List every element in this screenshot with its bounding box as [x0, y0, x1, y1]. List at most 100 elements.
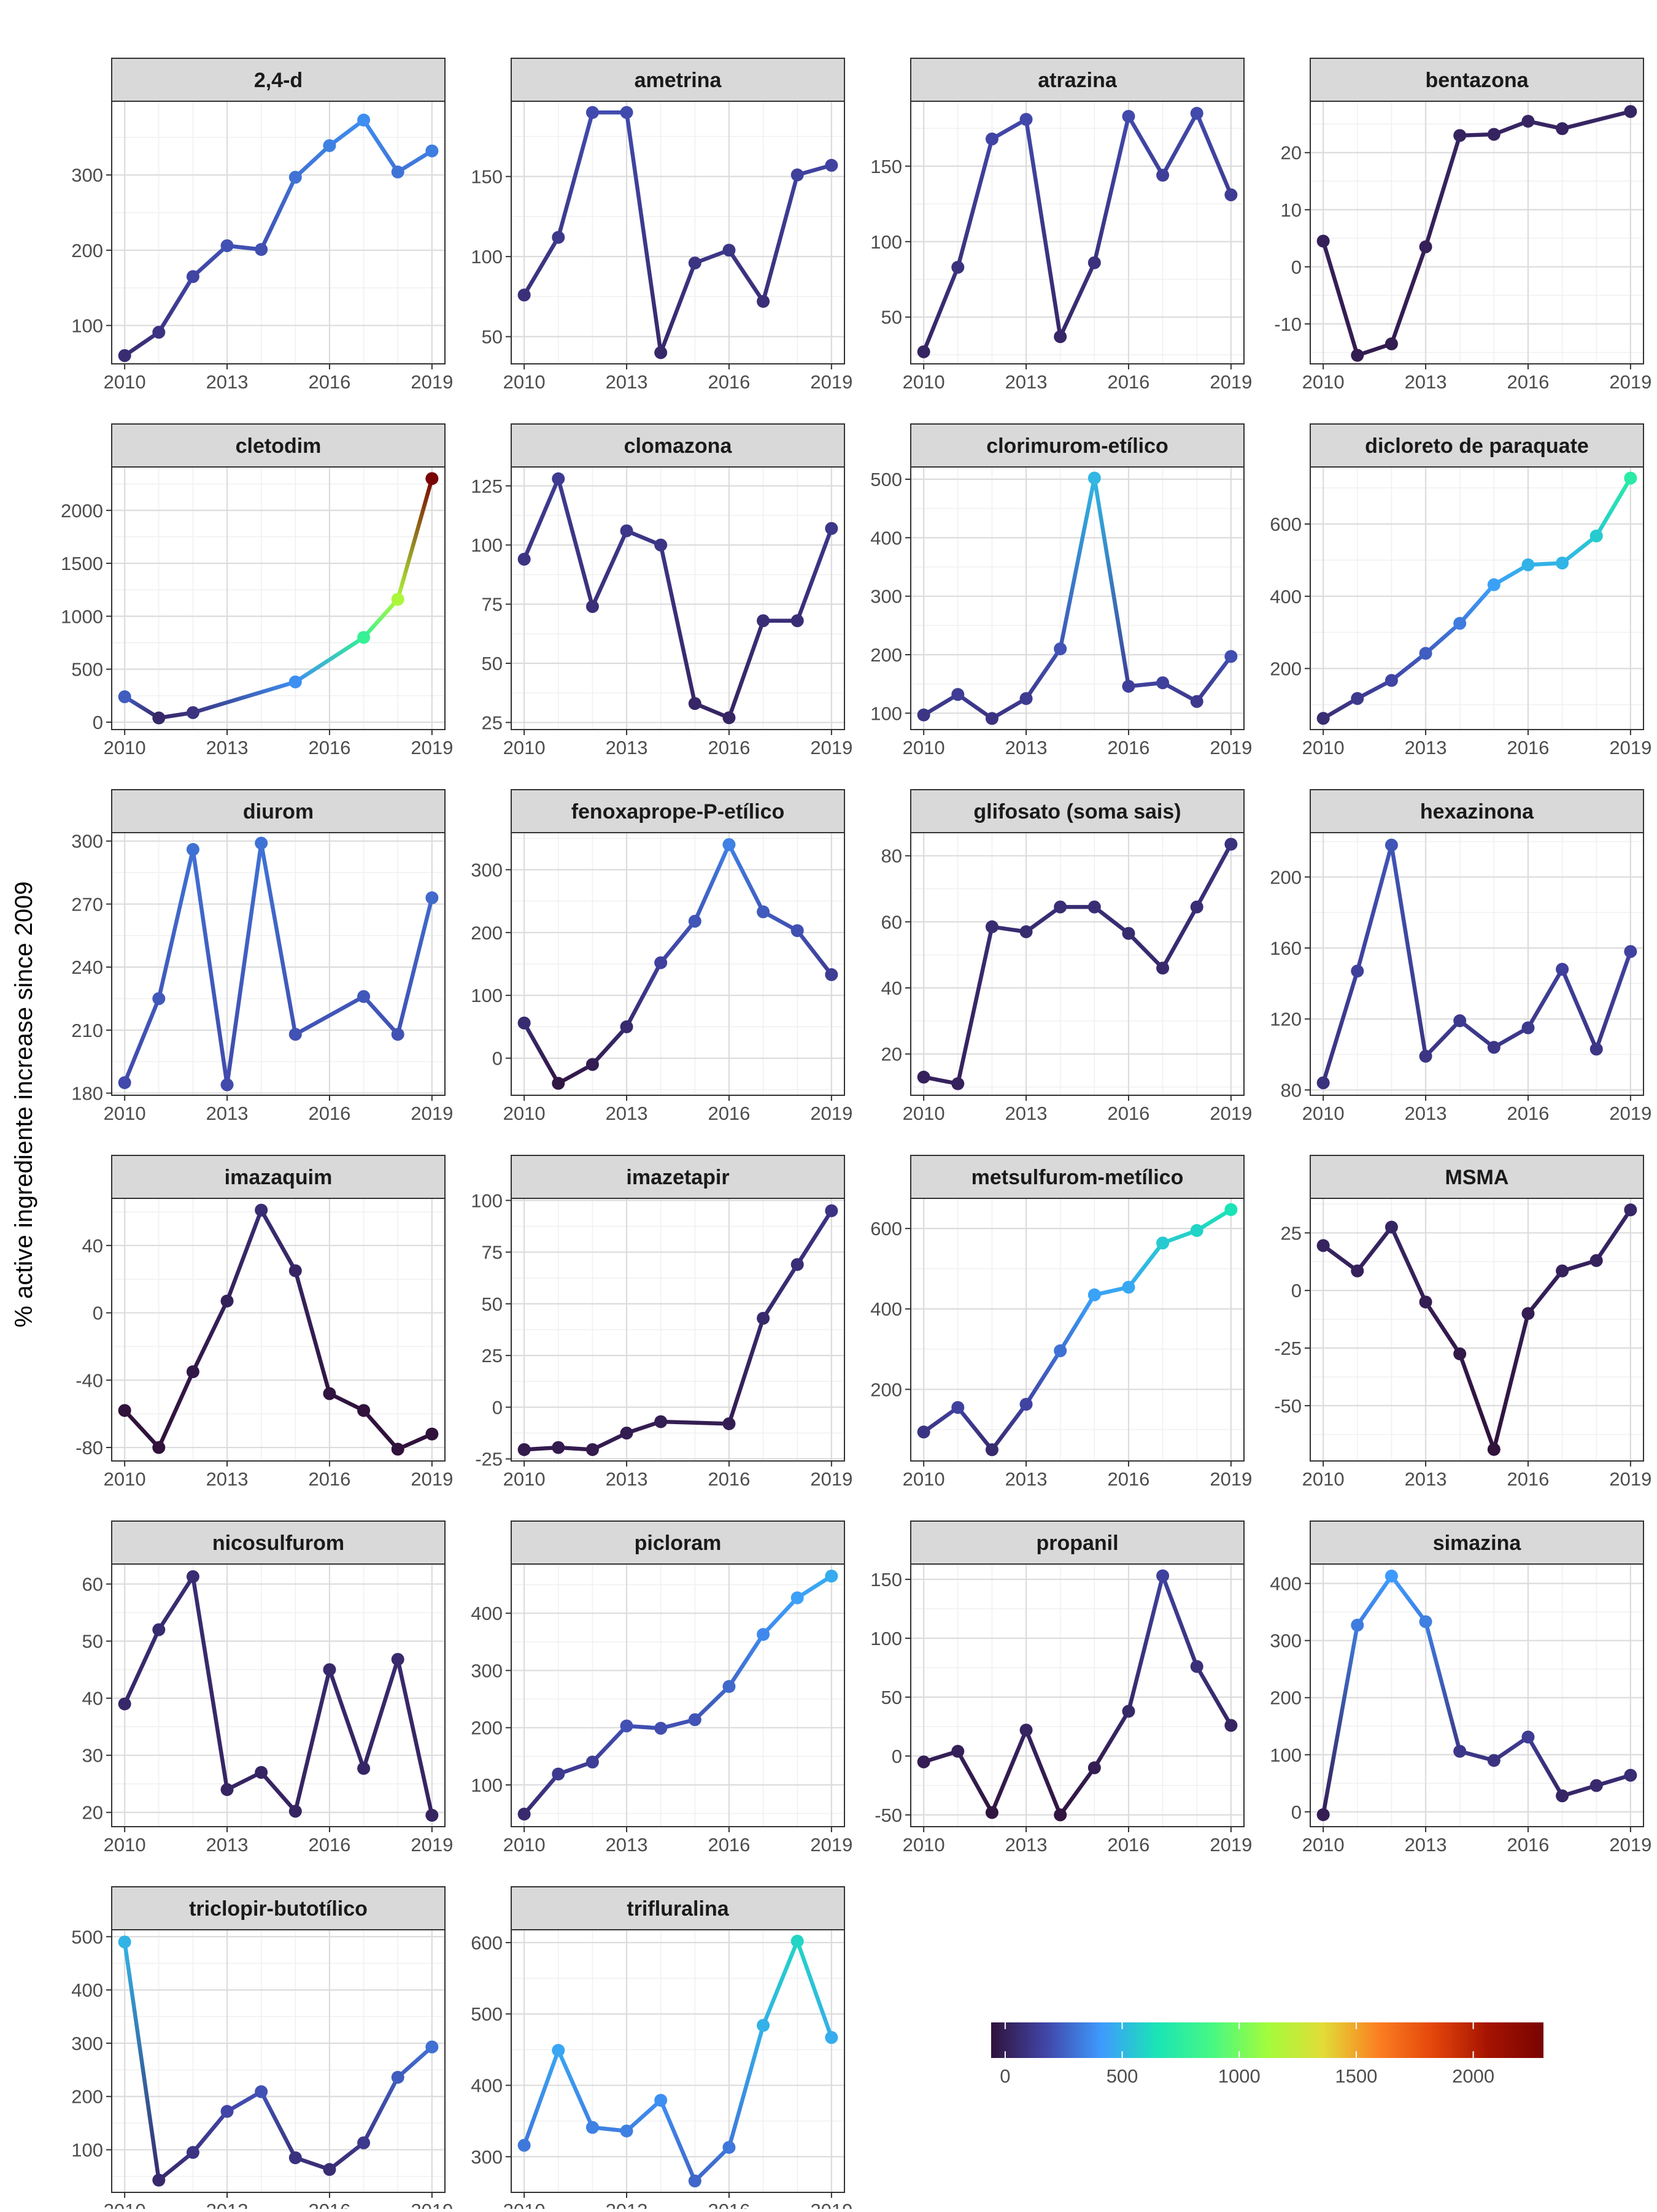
series-line-segment: [1526, 967, 1564, 1030]
data-point: [1419, 1615, 1432, 1628]
x-tick-label: 2019: [411, 2200, 453, 2209]
x-tick-label: 2013: [606, 371, 648, 393]
series-line-segment: [1194, 1208, 1234, 1233]
x-tick-label: 2016: [1507, 737, 1549, 758]
series-line-segment: [522, 477, 561, 561]
series-line-segment: [293, 994, 366, 1036]
panel-strip: [511, 58, 845, 102]
panel-border: [111, 1198, 446, 1462]
panel-border: [511, 101, 845, 364]
data-point: [654, 346, 668, 360]
data-point: [118, 690, 131, 703]
series-line-segment: [122, 330, 161, 358]
series-line-segment: [1458, 1352, 1496, 1452]
data-point: [985, 712, 998, 725]
y-tick-label: 40: [881, 977, 902, 999]
data-point: [118, 1935, 131, 1949]
x-tick-label: 2013: [206, 1468, 249, 1490]
data-point: [722, 2141, 736, 2154]
x-tick-label: 2013: [1005, 1834, 1048, 1856]
series-line-segment: [1458, 1019, 1496, 1050]
panel-background: [911, 833, 1244, 1095]
y-tick-label: 300: [471, 1660, 503, 1681]
y-tick-label: 500: [71, 1926, 103, 1948]
series-line-segment: [156, 1574, 195, 1632]
data-point: [1624, 471, 1637, 485]
series-line-segment: [990, 696, 1029, 721]
series-line-segment: [956, 925, 994, 1086]
panel: MSMA -50 -25 0 25 2010 2013 2016 2019: [1274, 1155, 1651, 1490]
series-line-segment: [1092, 476, 1131, 688]
y-tick-label: 0: [93, 1303, 103, 1324]
panel-title: atrazina: [1038, 69, 1118, 92]
data-point: [1521, 1730, 1535, 1744]
x-tick-label: 2019: [810, 1103, 852, 1124]
panel-background: [911, 101, 1244, 364]
y-tick-label: 10: [1281, 199, 1302, 221]
series-line-segment: [191, 244, 230, 279]
panel-title: nicosulfurom: [212, 1532, 344, 1555]
panel-border: [111, 1929, 446, 2193]
y-tick-label: 500: [471, 2003, 503, 2025]
series-line-segment: [624, 2098, 663, 2133]
x-tick-label: 2010: [1302, 1103, 1345, 1124]
data-point: [186, 1570, 199, 1583]
data-point: [825, 1570, 838, 1583]
data-point: [1156, 961, 1170, 975]
series-line-segment: [361, 2075, 400, 2145]
data-point: [951, 261, 965, 274]
y-tick-label: 20: [82, 1802, 103, 1824]
data-point: [585, 599, 599, 613]
x-tick-label: 2019: [411, 1468, 453, 1490]
y-tick-label: 240: [71, 957, 103, 978]
x-tick-label: 2016: [708, 1103, 750, 1124]
series-line-segment: [1526, 1735, 1564, 1798]
data-point: [654, 956, 668, 969]
series-line-segment: [921, 1405, 960, 1435]
x-tick-label: 2013: [206, 737, 249, 758]
series-line-segment: [156, 2150, 195, 2183]
series-line-segment: [1058, 260, 1097, 339]
data-point: [825, 1204, 838, 1217]
series-line-segment: [225, 2089, 263, 2114]
data-point: [722, 1680, 736, 1694]
series-line-segment: [590, 1724, 629, 1764]
data-point: [1419, 647, 1432, 660]
data-point: [757, 2019, 770, 2032]
data-point: [1556, 1264, 1569, 1277]
series-line-segment: [659, 261, 697, 355]
panel: clorimurom-etílico 100 200 300 400 500 2010 201…: [870, 423, 1252, 758]
series-line-segment: [990, 117, 1029, 141]
data-point: [985, 1443, 998, 1457]
data-point: [1054, 1344, 1067, 1357]
data-point: [1156, 1569, 1170, 1582]
data-point: [323, 139, 336, 152]
data-point: [1087, 256, 1101, 269]
data-point: [255, 1203, 268, 1217]
panel: bentazona -10 0 10 20 2010 2013 2016 2019: [1274, 58, 1651, 393]
data-point: [152, 1441, 166, 1454]
panel-border: [910, 101, 1245, 364]
data-point: [688, 914, 701, 928]
data-point: [1624, 105, 1637, 118]
x-tick-label: 2016: [1507, 1468, 1549, 1490]
data-point: [620, 1020, 633, 1033]
y-tick-label: 100: [870, 1628, 902, 1649]
data-point: [757, 295, 770, 308]
series-line-segment: [624, 960, 663, 1029]
x-tick-label: 2019: [810, 1834, 852, 1856]
panel-background: [112, 833, 445, 1095]
data-point: [654, 1722, 668, 1735]
series-line-segment: [1423, 133, 1462, 249]
panel-border: [111, 101, 446, 364]
colorbar-tick-label: 1500: [1335, 2065, 1377, 2087]
data-point: [186, 706, 199, 719]
data-point: [1521, 1307, 1535, 1320]
series-line-segment: [693, 2145, 732, 2183]
y-tick-label: 210: [71, 1020, 103, 1041]
series-line-segment: [727, 842, 765, 914]
data-point: [1351, 1264, 1364, 1277]
panel-strip: [111, 423, 446, 468]
data-point: [585, 1443, 599, 1456]
data-point: [1589, 1254, 1603, 1267]
